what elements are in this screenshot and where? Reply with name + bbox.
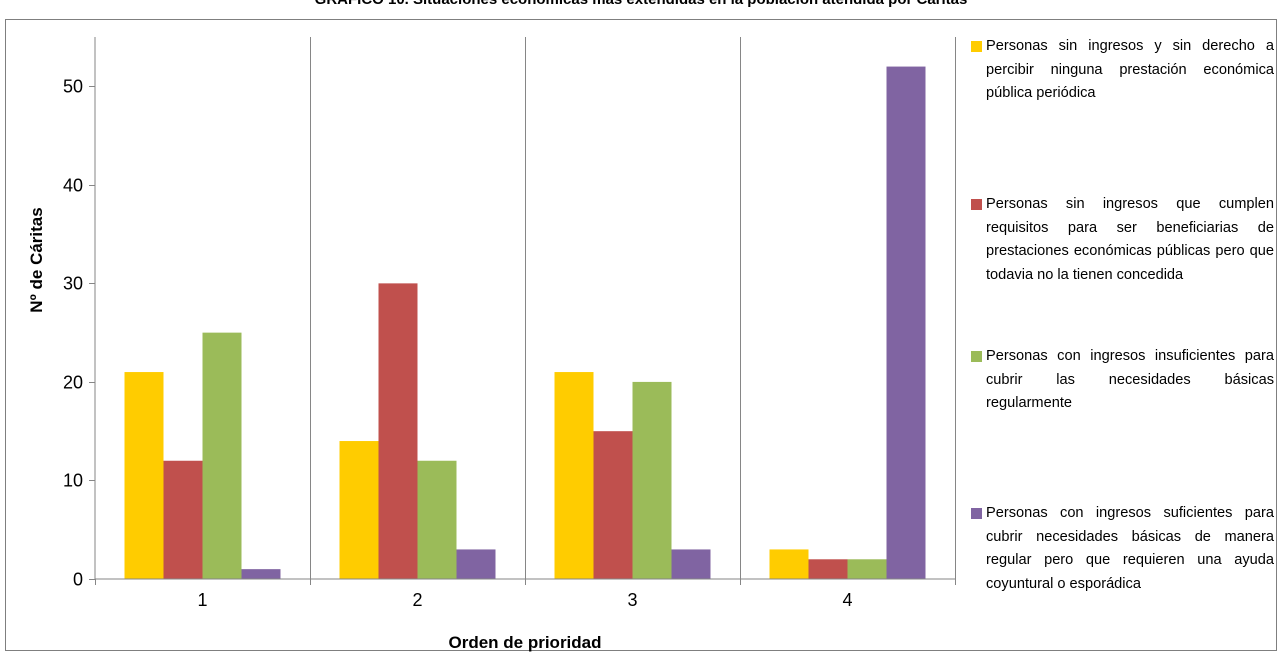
y-axis-label: Nº de Cáritas [27,207,46,312]
y-tick-label: 50 [63,77,83,97]
bar-series-1-cat-3 [554,372,594,579]
x-tick-label: 3 [627,590,637,610]
legend-swatch-2 [971,199,982,210]
x-tick-label: 4 [842,590,852,610]
y-tick-label: 10 [63,471,83,491]
y-tick-label: 40 [63,176,83,196]
bar-series-3-cat-3 [632,381,672,579]
legend-label-2: Personas sin ingresos que cumplen requis… [986,196,1274,283]
bar-series-3-cat-4 [847,559,887,579]
legend-label-3: Personas con ingresos insuficientes para… [986,348,1274,411]
legend-label-1: Personas sin ingresos y sin derecho a pe… [986,38,1274,101]
chart-title: GRÁFICO 10. Situaciones económicas más e… [0,0,1282,8]
bar-series-4-cat-3 [671,549,711,579]
bar-series-3-cat-2 [417,460,457,579]
bar-series-1-cat-4 [769,549,809,579]
bar-series-1-cat-2 [339,441,379,579]
x-axis-label: Orden de prioridad [448,633,601,652]
bar-series-2-cat-3 [593,431,633,579]
bar-series-2-cat-1 [163,460,203,579]
legend-swatch-4 [971,508,982,519]
x-tick-label: 2 [412,590,422,610]
legend-swatch-3 [971,351,982,362]
bar-series-4-cat-1 [241,569,281,579]
x-tick-label: 1 [197,590,207,610]
bar-series-2-cat-2 [378,283,418,579]
legend-label-4: Personas con ingresos suficientes para c… [986,505,1274,592]
bar-series-4-cat-2 [456,549,496,579]
y-tick-label: 30 [63,274,83,294]
bar-series-3-cat-1 [202,332,242,579]
legend-swatch-1 [971,41,982,52]
bar-series-2-cat-4 [808,559,848,579]
chart-frame [5,19,1277,651]
y-tick-label: 20 [63,373,83,393]
y-tick-label: 0 [73,570,83,590]
bar-series-1-cat-1 [124,372,164,579]
bar-series-4-cat-4 [886,66,926,579]
